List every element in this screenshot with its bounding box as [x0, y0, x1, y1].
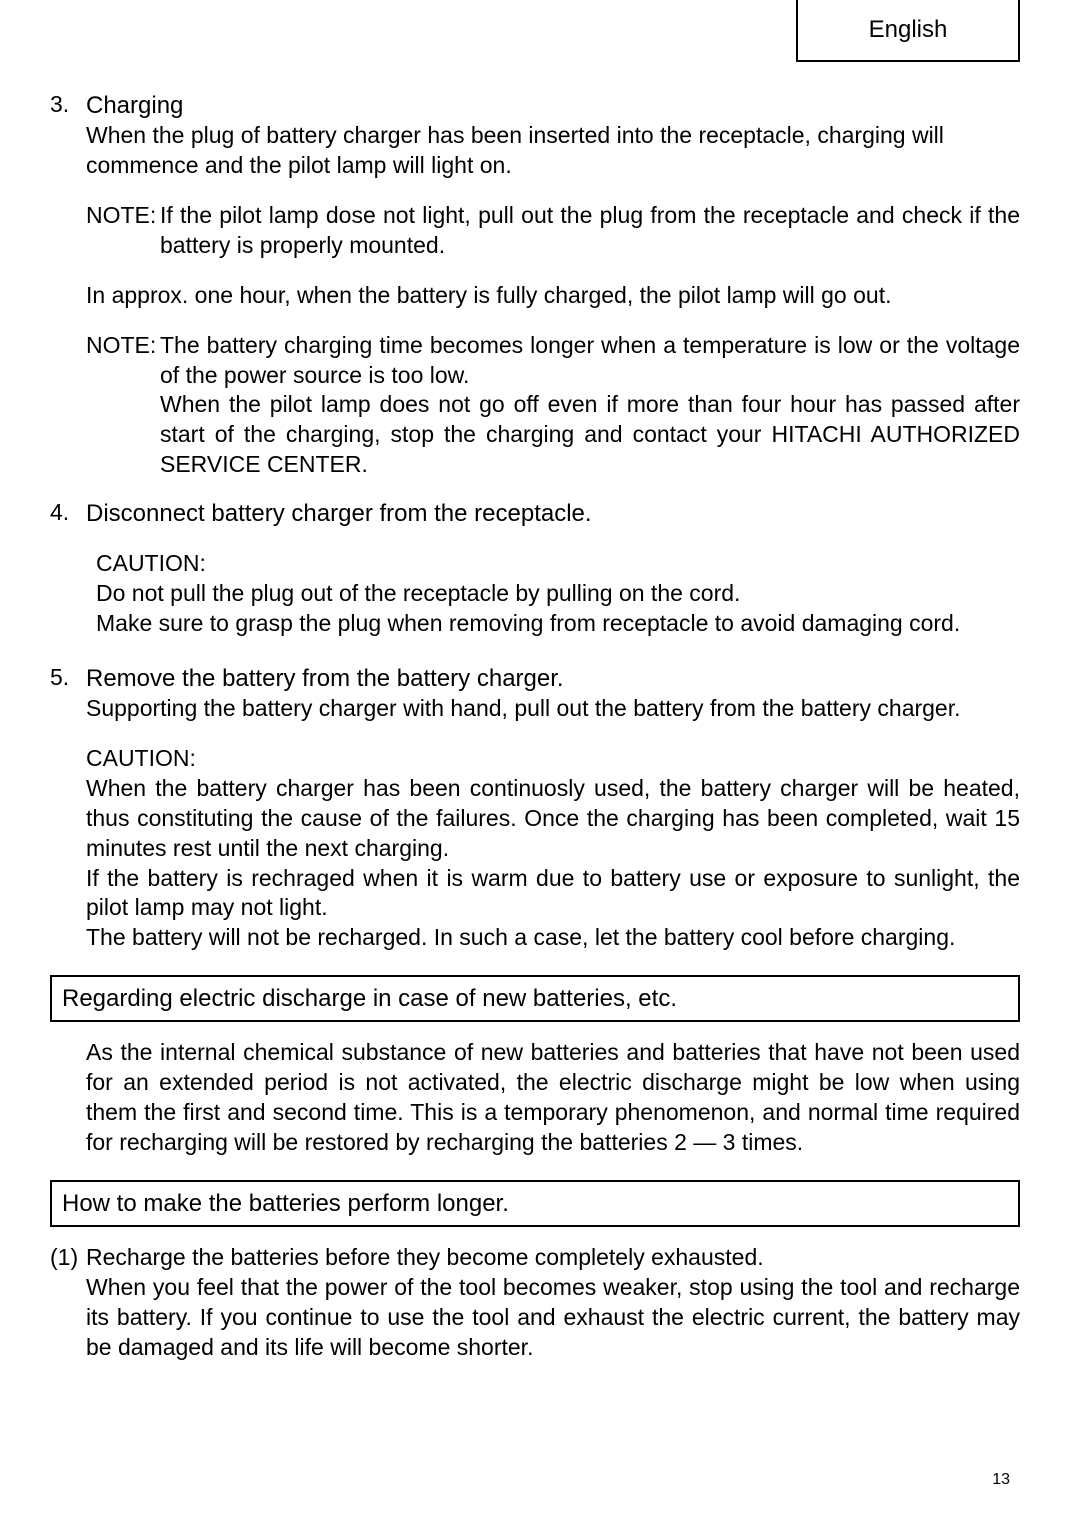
paren-title: Recharge the batteries before they becom… [86, 1243, 1020, 1273]
language-label: English [869, 16, 948, 44]
page-number: 13 [992, 1471, 1010, 1489]
note-row: NOTE: The battery charging time becomes … [86, 331, 1020, 480]
language-header-box: English [796, 0, 1020, 62]
item-number: 5. [50, 663, 86, 953]
paragraph: In approx. one hour, when the battery is… [86, 281, 1020, 311]
note-body: The battery charging time becomes longer… [160, 331, 1020, 480]
section-box-discharge: Regarding electric discharge in case of … [50, 975, 1020, 1022]
list-item-5: 5. Remove the battery from the battery c… [50, 663, 1020, 953]
paragraph: When the plug of battery charger has bee… [86, 121, 1020, 181]
item-title: Charging [86, 90, 1020, 121]
caution-label: CAUTION: [96, 549, 1020, 579]
caution-line: If the battery is rechraged when it is w… [86, 864, 1020, 924]
caution-line: When the battery charger has been contin… [86, 774, 1020, 864]
note-line: The battery charging time becomes longer… [160, 331, 1020, 391]
item-number: 4. [50, 498, 86, 659]
paren-item-1: (1) Recharge the batteries before they b… [50, 1243, 1020, 1363]
item-body: Remove the battery from the battery char… [86, 663, 1020, 953]
paren-number: (1) [50, 1243, 86, 1363]
item-title: Disconnect battery charger from the rece… [86, 498, 1020, 529]
section-box-perform-longer: How to make the batteries perform longer… [50, 1180, 1020, 1227]
list-item-4: 4. Disconnect battery charger from the r… [50, 498, 1020, 659]
caution-line: The battery will not be recharged. In su… [86, 923, 1020, 953]
caution-line: Make sure to grasp the plug when removin… [96, 609, 1020, 639]
item-body: Disconnect battery charger from the rece… [86, 498, 1020, 659]
page: English 3. Charging When the plug of bat… [0, 0, 1080, 1529]
item-title: Remove the battery from the battery char… [86, 663, 1020, 694]
section-box-title: How to make the batteries perform longer… [62, 1190, 509, 1217]
paragraph: Supporting the battery charger with hand… [86, 694, 1020, 724]
item-body: Charging When the plug of battery charge… [86, 90, 1020, 492]
caution-line: Do not pull the plug out of the receptac… [96, 579, 1020, 609]
caution-block: CAUTION: Do not pull the plug out of the… [96, 549, 1020, 639]
section-box-title: Regarding electric discharge in case of … [62, 985, 677, 1012]
paren-text: When you feel that the power of the tool… [86, 1273, 1020, 1363]
list-item-3: 3. Charging When the plug of battery cha… [50, 90, 1020, 492]
section-body: As the internal chemical substance of ne… [86, 1038, 1020, 1158]
note-label: NOTE: [86, 201, 160, 261]
note-row: NOTE: If the pilot lamp dose not light, … [86, 201, 1020, 261]
content-area: 3. Charging When the plug of battery cha… [50, 0, 1020, 1363]
note-body: If the pilot lamp dose not light, pull o… [160, 201, 1020, 261]
note-line: When the pilot lamp does not go off even… [160, 390, 1020, 480]
caution-label: CAUTION: [86, 744, 1020, 774]
note-label: NOTE: [86, 331, 160, 480]
paren-body: Recharge the batteries before they becom… [86, 1243, 1020, 1363]
item-number: 3. [50, 90, 86, 492]
